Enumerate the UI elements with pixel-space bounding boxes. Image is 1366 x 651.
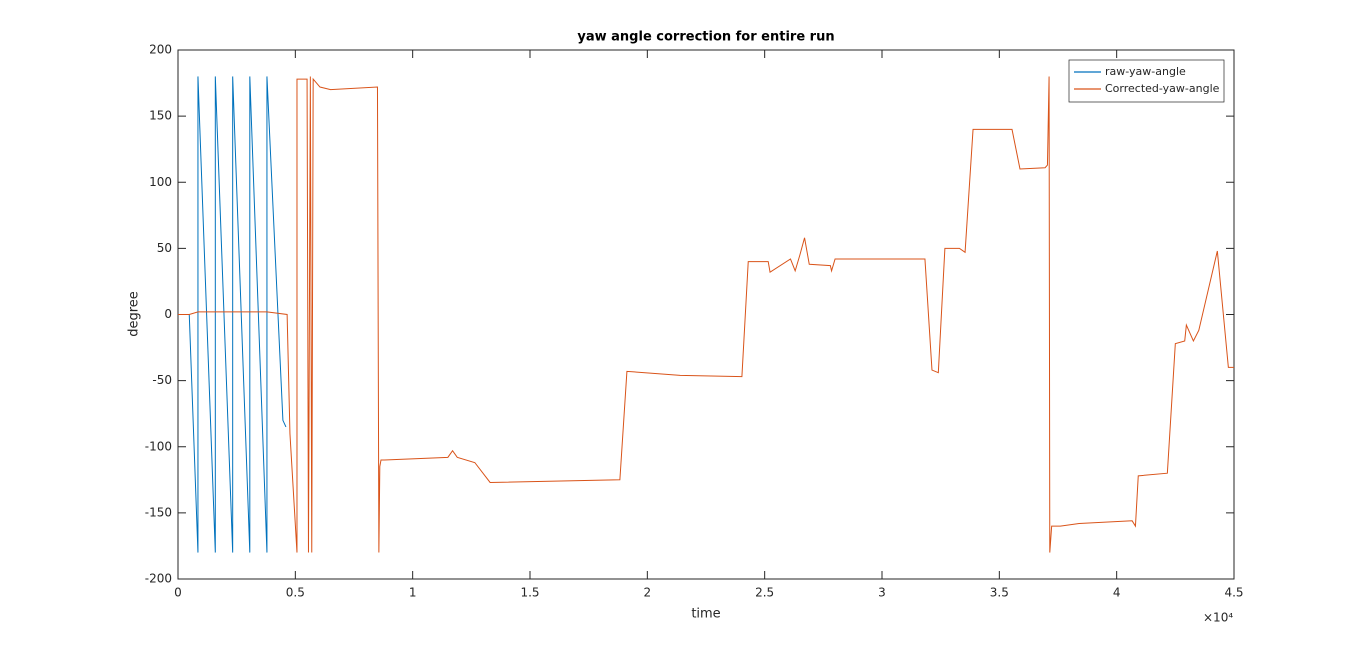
y-tick-label: -200 — [145, 572, 172, 586]
x-axis-label: time — [691, 607, 720, 622]
y-tick-label: -50 — [152, 373, 172, 387]
x-tick-label: 2.5 — [755, 586, 774, 600]
x-tick-label: 1.5 — [520, 586, 539, 600]
legend-box — [1068, 59, 1225, 103]
x-tick-label: 0 — [174, 586, 182, 600]
y-tick-label: 150 — [149, 109, 172, 123]
x-tick-label: 3.5 — [990, 586, 1009, 600]
y-tick-label: 100 — [149, 175, 172, 189]
x-tick-label: 0.5 — [286, 586, 305, 600]
x-tick-label: 2 — [644, 586, 652, 600]
plot-area — [178, 50, 1234, 579]
chart-title: yaw angle correction for entire run — [577, 30, 834, 45]
legend-label: Corrected-yaw-angle — [1105, 82, 1220, 95]
y-tick-label: 200 — [149, 43, 172, 57]
legend-label: raw-yaw-angle — [1105, 65, 1186, 78]
y-tick-label: -150 — [145, 505, 172, 519]
y-axis-label: degree — [127, 291, 142, 337]
x-tick-label: 4.5 — [1224, 586, 1243, 600]
y-tick-label: 50 — [157, 241, 172, 255]
data-line — [178, 76, 1234, 553]
y-tick-label: -100 — [145, 439, 172, 453]
data-line — [178, 76, 287, 553]
x-tick-label: 3 — [878, 586, 886, 600]
x-tick-label: 1 — [409, 586, 417, 600]
x-multiplier: ×10⁴ — [1203, 611, 1233, 625]
y-tick-label: 0 — [164, 307, 172, 321]
x-tick-label: 4 — [1113, 586, 1121, 600]
legend: raw-yaw-angle Corrected-yaw-angle — [1068, 59, 1225, 103]
